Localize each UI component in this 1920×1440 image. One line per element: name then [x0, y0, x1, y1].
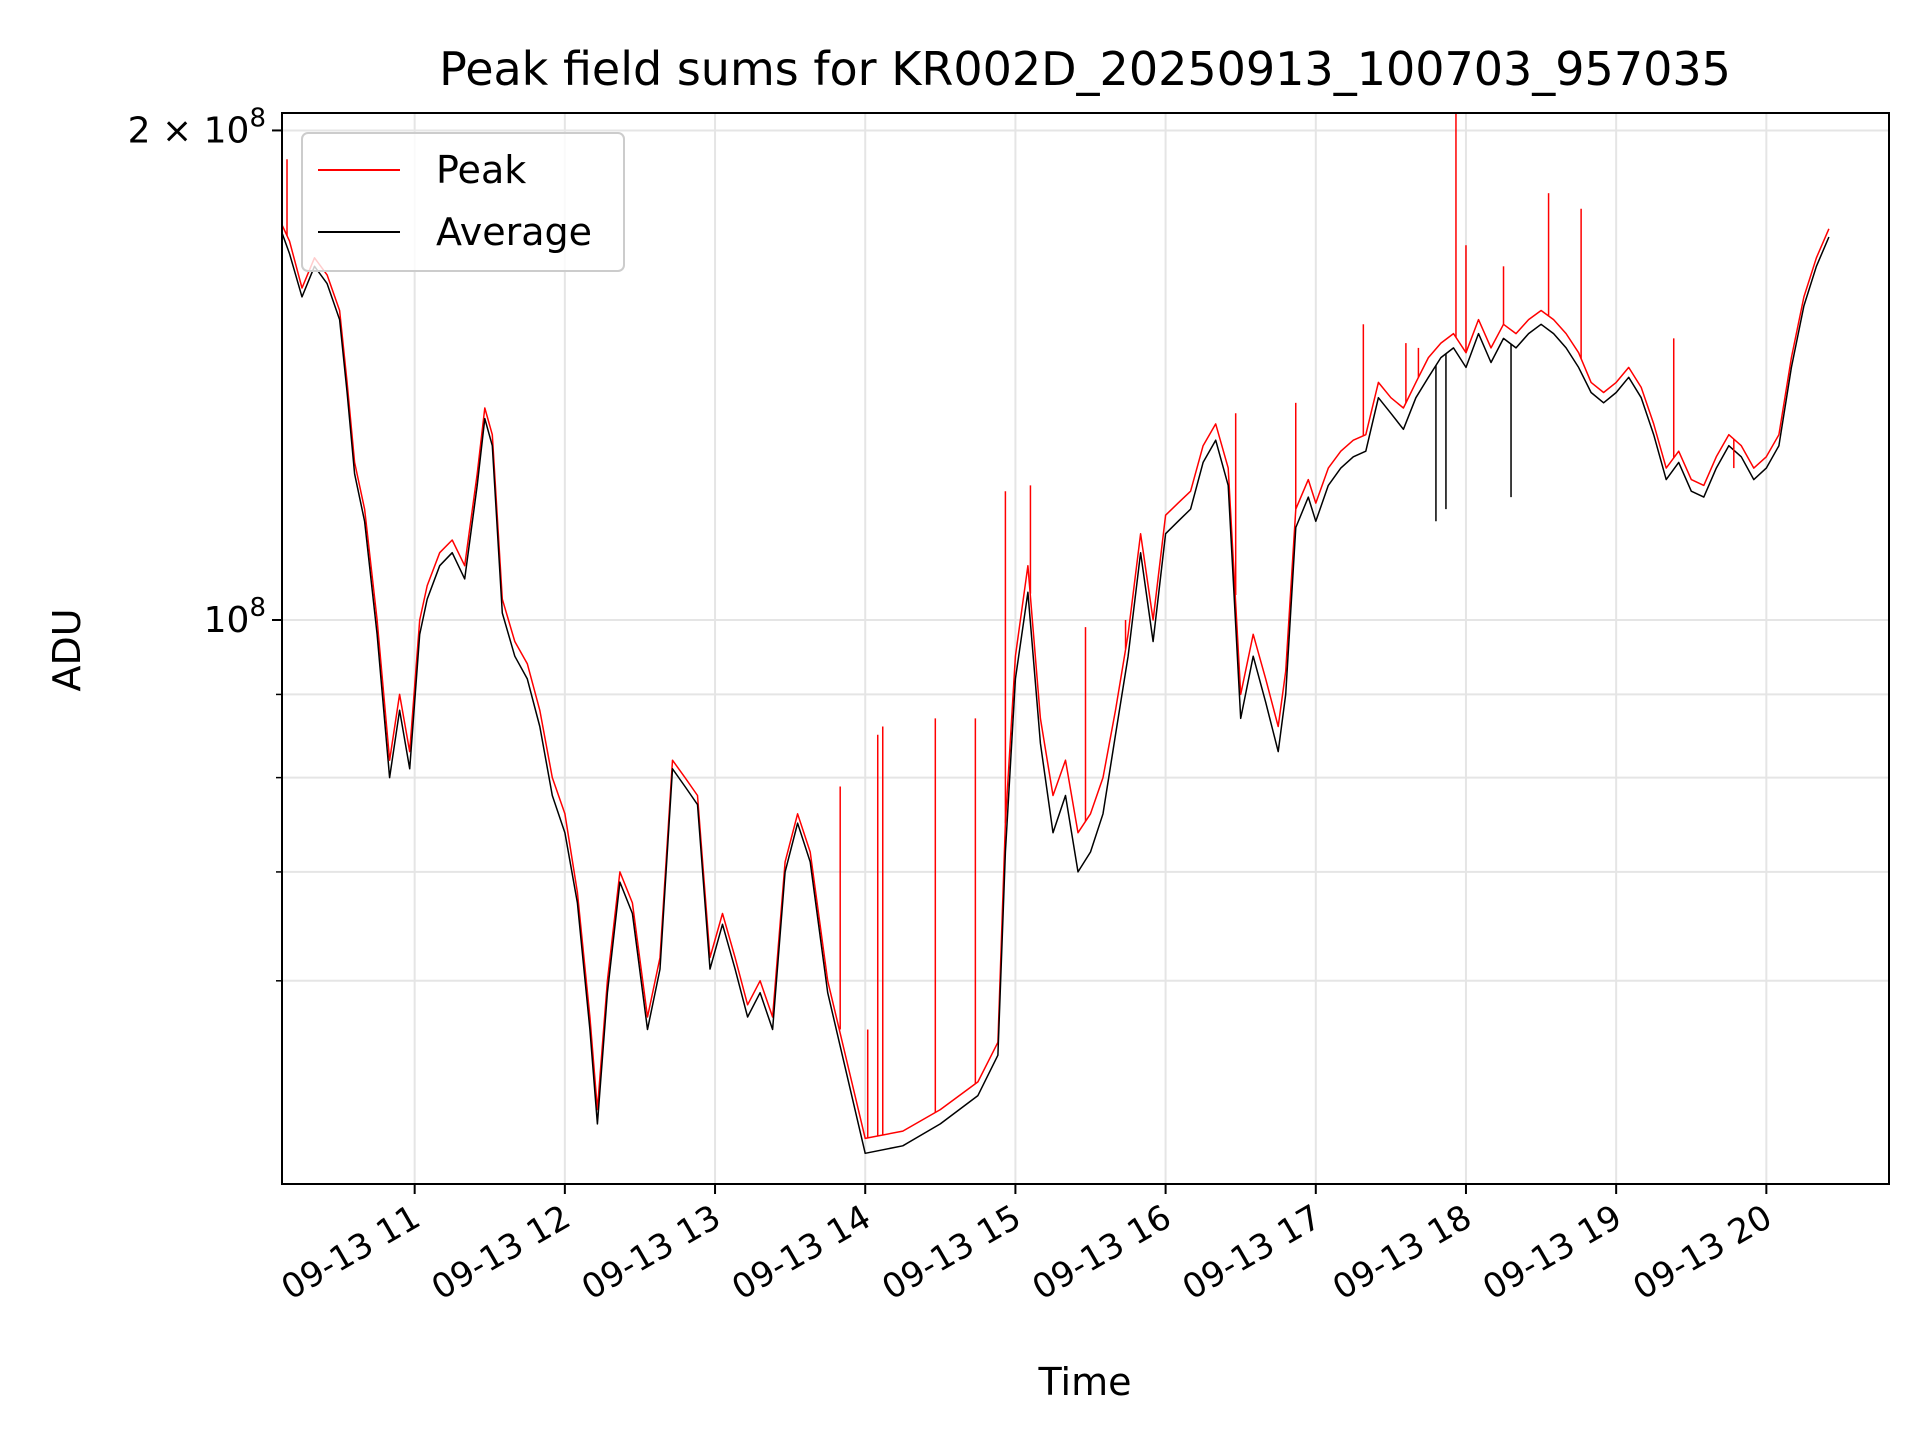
y-axis-ticks: 108 2 × 108 [128, 103, 282, 982]
y-tick-label: 108 [204, 593, 266, 641]
legend-peak-label: Peak [436, 148, 526, 192]
series-line-average [282, 232, 1830, 1155]
series-line-peak [282, 224, 1830, 1140]
plot-frame [281, 112, 1890, 1185]
chart-title: Peak field sums for KR002D_20250913_1007… [439, 42, 1731, 96]
y-axis-label: ADU [45, 608, 89, 691]
legend-average-label: Average [436, 210, 592, 254]
legend-box [301, 132, 625, 272]
x-axis-label: Time [1038, 1360, 1132, 1404]
y-tick-label: 2 × 108 [128, 103, 266, 151]
series-layer [282, 113, 1830, 1155]
legend: Peak Average [301, 132, 625, 272]
